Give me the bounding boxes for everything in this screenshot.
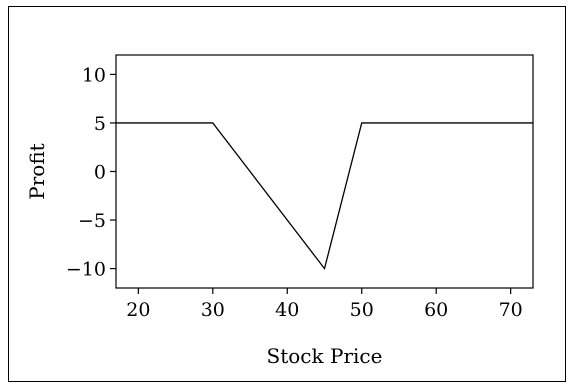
x-tick-label: 40 bbox=[275, 299, 299, 321]
y-tick-label: 5 bbox=[94, 113, 106, 135]
x-tick-label: 30 bbox=[201, 299, 225, 321]
series-lines bbox=[116, 122, 533, 271]
plot-area bbox=[115, 54, 534, 289]
y-axis: −10 −5 0 5 10 bbox=[66, 64, 116, 281]
x-tick-label: 50 bbox=[350, 299, 374, 321]
y-tick-label: −10 bbox=[66, 259, 106, 281]
x-tick-label: 60 bbox=[424, 299, 448, 321]
x-axis: 20 30 40 50 60 70 bbox=[126, 288, 523, 321]
y-tick-label: 10 bbox=[82, 64, 106, 86]
x-axis-label: Stock Price bbox=[267, 344, 383, 368]
y-tick-label: 0 bbox=[94, 162, 106, 184]
x-tick-label: 20 bbox=[126, 299, 150, 321]
x-tick-label: 70 bbox=[499, 299, 523, 321]
chart-frame bbox=[8, 6, 566, 382]
y-axis-label: Profit bbox=[25, 143, 49, 199]
profit-line bbox=[116, 122, 533, 271]
y-tick-label: −5 bbox=[78, 210, 106, 232]
